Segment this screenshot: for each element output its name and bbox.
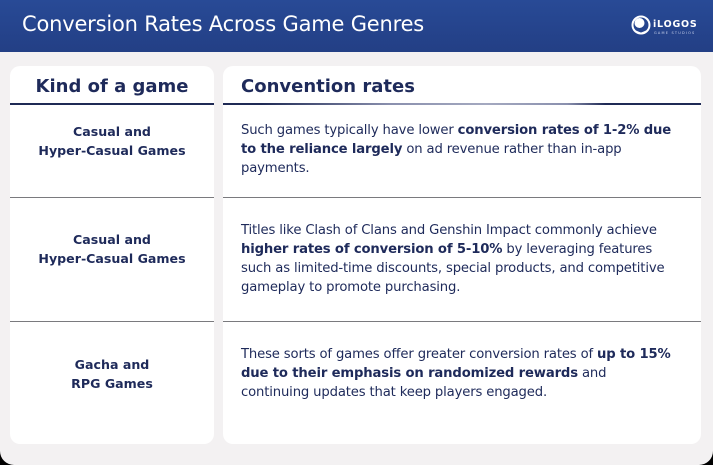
table-row: Gacha and RPG Games — [10, 323, 214, 444]
header-bar: Conversion Rates Across Game Genres iLOG… — [0, 0, 713, 52]
table-row: Casual and Hyper-Casual Games — [10, 198, 214, 322]
table-row: Casual and Hyper-Casual Games — [10, 105, 214, 198]
rate-description: Such games typically have lower conversi… — [241, 123, 672, 176]
column-header-rates: Convention rates — [223, 66, 701, 105]
logo-subtitle: GAME STUDIOS — [654, 31, 696, 35]
page-title: Conversion Rates Across Game Genres — [22, 12, 425, 36]
rate-description: These sorts of games offer greater conve… — [241, 347, 671, 400]
ilogos-logo-icon — [631, 15, 651, 35]
game-kind-column: Kind of a game Casual and Hyper-Casual G… — [10, 66, 214, 444]
conversion-rates-column: Convention rates Such games typically ha… — [223, 66, 701, 444]
table-row: These sorts of games offer greater conve… — [223, 323, 701, 444]
column-header-kind: Kind of a game — [10, 66, 214, 105]
game-kind-cell: Casual and Hyper-Casual Games — [38, 232, 186, 266]
game-kind-cell: Casual and Hyper-Casual Games — [38, 124, 186, 158]
game-kind-cell: Gacha and RPG Games — [71, 357, 153, 391]
rate-description: Titles like Clash of Clans and Genshin I… — [241, 223, 665, 295]
table-row: Such games typically have lower conversi… — [223, 105, 701, 198]
logo-wordmark: iLOGOS — [653, 19, 698, 30]
table-row: Titles like Clash of Clans and Genshin I… — [223, 198, 701, 322]
